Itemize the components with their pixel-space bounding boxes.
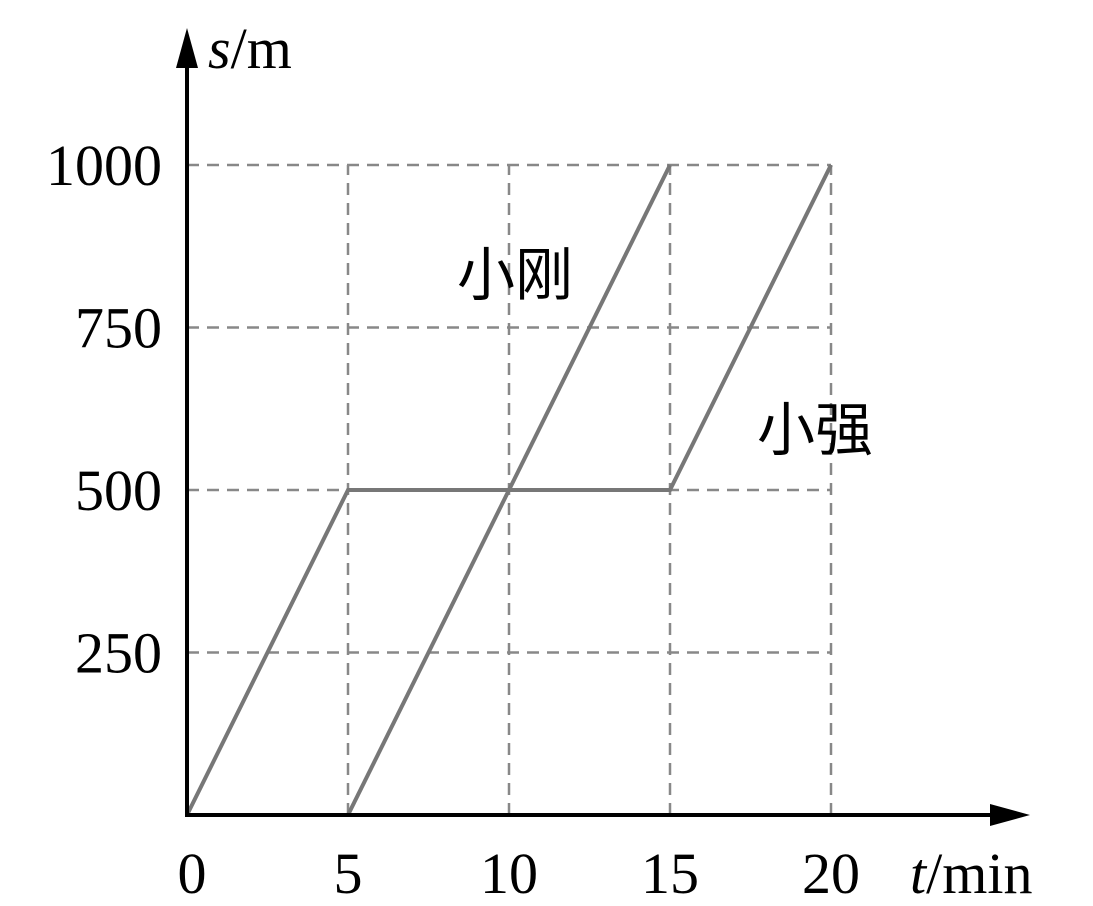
x-tick-label: 20 — [802, 841, 860, 906]
y-axis-arrow — [176, 28, 198, 68]
x-axis-label: t/min — [910, 841, 1032, 906]
y-tick-label: 1000 — [46, 133, 162, 198]
y-axis-label: s/m — [208, 16, 292, 81]
y-tick-label: 250 — [75, 621, 162, 686]
series-label: 小强 — [757, 398, 873, 463]
lines — [185, 164, 833, 816]
x-tick-label: 10 — [480, 841, 538, 906]
y-tick-label: 750 — [75, 296, 162, 361]
x-axis-arrow — [990, 804, 1030, 826]
series-line — [185, 164, 833, 816]
x-tick-label: 5 — [334, 841, 363, 906]
y-tick-label: 500 — [75, 458, 162, 523]
series-label: 小刚 — [457, 243, 573, 308]
x-tick-label: 0 — [178, 841, 207, 906]
x-tick-label: 15 — [641, 841, 699, 906]
